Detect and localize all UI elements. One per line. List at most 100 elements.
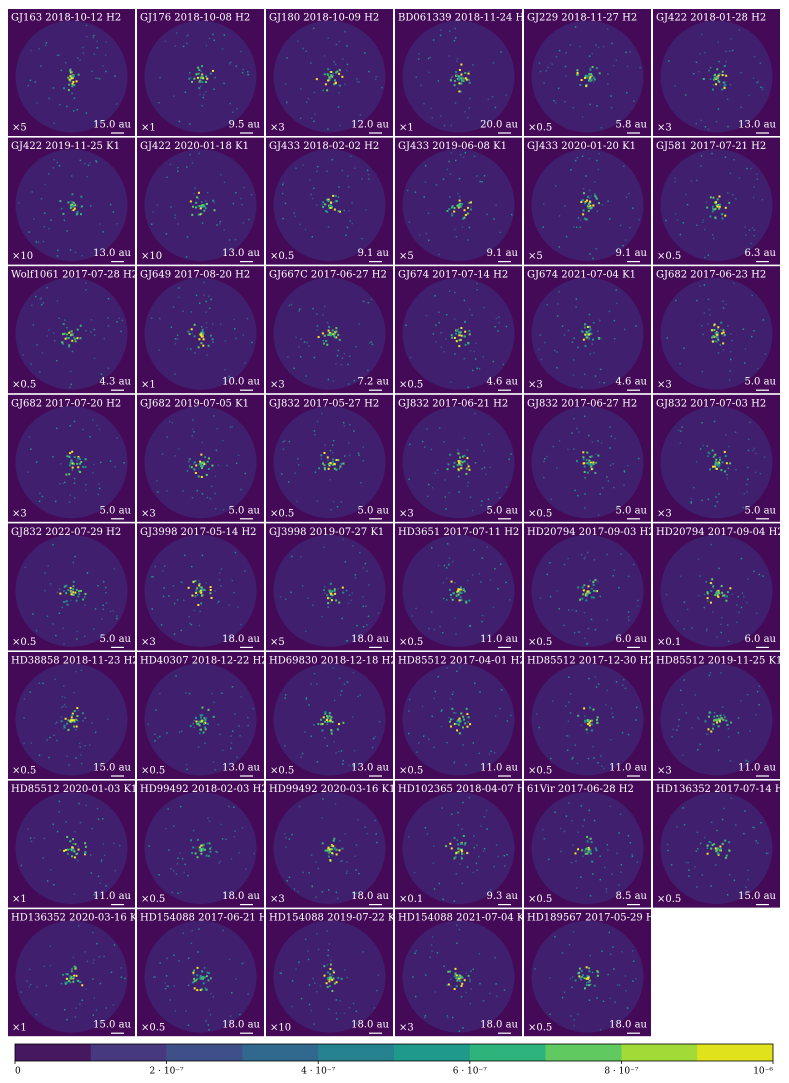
- signal-pixel: [211, 338, 214, 341]
- noise-pixel: [287, 481, 290, 483]
- noise-pixel: [312, 977, 314, 980]
- signal-pixel: [455, 985, 458, 988]
- noise-pixel: [279, 596, 282, 598]
- noise-pixel: [295, 968, 297, 970]
- signal-pixel: [63, 726, 66, 729]
- noise-pixel: [589, 197, 591, 199]
- noise-pixel: [737, 595, 740, 598]
- signal-pixel: [326, 198, 329, 201]
- signal-pixel: [457, 203, 460, 206]
- signal-pixel: [714, 208, 717, 211]
- signal-pixel: [61, 333, 64, 336]
- noise-pixel: [716, 829, 718, 832]
- noise-pixel: [362, 446, 365, 448]
- noise-pixel: [191, 428, 194, 430]
- noise-pixel: [282, 183, 284, 186]
- scale-bar-label: 15.0 au: [738, 891, 776, 902]
- signal-pixel: [201, 594, 204, 597]
- noise-pixel: [302, 871, 304, 874]
- noise-pixel: [199, 85, 202, 87]
- noise-pixel: [285, 846, 287, 848]
- noise-pixel: [677, 620, 679, 622]
- signal-pixel: [77, 455, 80, 458]
- noise-pixel: [537, 348, 540, 351]
- scale-bar-label: 13.0 au: [738, 120, 776, 131]
- noise-pixel: [543, 460, 545, 463]
- noise-pixel: [712, 611, 714, 613]
- signal-pixel: [193, 987, 196, 990]
- noise-pixel: [343, 969, 346, 971]
- signal-pixel: [338, 849, 341, 852]
- signal-pixel: [320, 718, 323, 721]
- noise-pixel: [53, 734, 55, 737]
- noise-pixel: [56, 830, 59, 833]
- signal-pixel: [328, 711, 331, 714]
- noise-pixel: [30, 304, 33, 307]
- noise-pixel: [610, 707, 613, 710]
- signal-pixel: [468, 333, 471, 336]
- noise-pixel: [623, 165, 625, 168]
- noise-pixel: [431, 486, 434, 489]
- noise-pixel: [308, 704, 310, 706]
- noise-pixel: [30, 363, 32, 365]
- signal-pixel: [202, 982, 205, 985]
- noise-pixel: [357, 695, 359, 698]
- noise-pixel: [459, 974, 462, 976]
- noise-pixel: [456, 670, 458, 673]
- noise-pixel: [588, 157, 591, 160]
- signal-pixel: [712, 585, 715, 588]
- signal-pixel: [711, 205, 714, 208]
- signal-pixel: [81, 984, 84, 987]
- noise-pixel: [205, 717, 208, 719]
- panel-factor: ×5: [270, 637, 285, 648]
- signal-pixel: [716, 68, 719, 71]
- noise-pixel: [216, 427, 218, 430]
- panel-title: HD40307 2018-12-22 H2: [140, 656, 268, 667]
- noise-pixel: [753, 826, 755, 829]
- signal-pixel: [716, 851, 719, 854]
- noise-pixel: [727, 640, 730, 642]
- signal-pixel: [201, 467, 204, 470]
- signal-pixel: [713, 208, 716, 211]
- noise-pixel: [313, 724, 315, 726]
- noise-pixel: [59, 849, 61, 851]
- noise-pixel: [96, 807, 99, 810]
- noise-pixel: [28, 436, 31, 438]
- signal-pixel: [63, 87, 66, 90]
- colorbar-segment: [697, 1044, 774, 1061]
- noise-pixel: [707, 733, 709, 736]
- panel-title: GJ832 2017-05-27 H2: [269, 398, 379, 409]
- noise-pixel: [203, 93, 205, 96]
- signal-pixel: [452, 592, 455, 595]
- noise-pixel: [90, 872, 93, 874]
- noise-pixel: [327, 37, 329, 40]
- noise-pixel: [574, 489, 576, 492]
- signal-pixel: [67, 719, 70, 722]
- noise-pixel: [360, 482, 362, 484]
- noise-pixel: [113, 568, 115, 570]
- noise-pixel: [429, 56, 432, 59]
- signal-pixel: [204, 726, 207, 729]
- noise-pixel: [624, 239, 627, 241]
- noise-pixel: [85, 988, 87, 990]
- noise-pixel: [340, 501, 343, 503]
- noise-pixel: [584, 507, 586, 509]
- noise-pixel: [567, 448, 569, 451]
- noise-pixel: [183, 599, 185, 601]
- noise-pixel: [95, 1009, 98, 1011]
- noise-pixel: [345, 589, 348, 592]
- noise-pixel: [381, 86, 383, 89]
- noise-pixel: [198, 468, 200, 470]
- signal-pixel: [722, 342, 725, 345]
- signal-pixel: [328, 850, 331, 853]
- signal-pixel: [315, 78, 318, 81]
- signal-pixel: [587, 846, 590, 849]
- noise-pixel: [731, 339, 733, 342]
- scale-bar-label: 9.1 au: [616, 248, 648, 259]
- noise-pixel: [437, 564, 440, 567]
- signal-pixel: [460, 591, 463, 594]
- noise-pixel: [469, 978, 471, 981]
- noise-pixel: [38, 682, 41, 684]
- panel: GJ832 2022-07-29 H2×0.5 5.0 au: [8, 523, 135, 651]
- noise-pixel: [583, 558, 585, 560]
